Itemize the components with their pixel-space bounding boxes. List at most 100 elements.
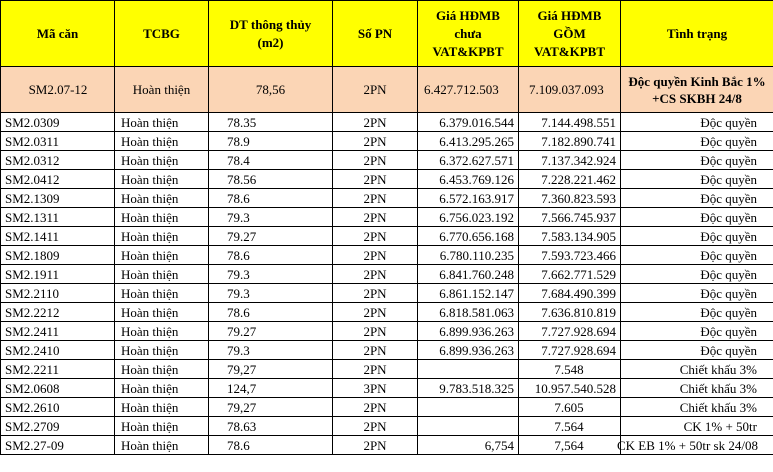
table-row: SM2.2709 Hoàn thiện 78.63 2PN 7.564 CK 1% + 5… <box>0 416 773 436</box>
bedrooms-cell: 2PN <box>332 245 418 265</box>
unit-code-cell: SM2.1311 <box>0 207 115 227</box>
status-cell: Chiết khấu 3% <box>620 397 773 417</box>
price-incl-vat-cell: 7.360.823.593 <box>518 188 621 208</box>
area-cell: 78.35 <box>208 112 333 132</box>
status-cell: CK 1% + 50tr <box>620 416 773 436</box>
table-row: SM2.2610 Hoàn thiện 79,27 2PN 7.605 Chiết khấ… <box>0 397 773 417</box>
table-row: SM2.0312 Hoàn thiện 78.4 2PN 6.372.627.571 7.… <box>0 150 773 170</box>
unit-code-cell: SM2.2709 <box>0 416 115 436</box>
status-cell: Chiết khấu 3% <box>620 359 773 379</box>
unit-code-cell: SM2.2610 <box>0 397 115 417</box>
price-excl-vat-cell: 6.427.712.503 <box>417 66 519 113</box>
table-row: SM2.0311 Hoàn thiện 78.9 2PN 6.413.295.265 7.… <box>0 131 773 151</box>
table-row: SM2.1411 Hoàn thiện 79.27 2PN 6.770.656.168 7… <box>0 226 773 246</box>
price-incl-vat-cell: 7.583.134.905 <box>518 226 621 246</box>
bedrooms-cell: 3PN <box>332 378 418 398</box>
area-cell: 78.56 <box>208 169 333 189</box>
area-cell: 78.6 <box>208 188 333 208</box>
price-excl-vat-cell: 6.453.769.126 <box>417 169 519 189</box>
table-row: SM2.2110 Hoàn thiện 79.3 2PN 6.861.152.147 7.… <box>0 283 773 303</box>
unit-code-cell: SM2.1809 <box>0 245 115 265</box>
area-cell: 78,56 <box>208 66 333 113</box>
bedrooms-cell: 2PN <box>332 359 418 379</box>
unit-code-cell: SM2.07-12 <box>0 66 115 113</box>
unit-code-cell: SM2.1411 <box>0 226 115 246</box>
finish-standard-cell: Hoàn thiện <box>114 397 209 417</box>
bedrooms-cell: 2PN <box>332 435 418 455</box>
bedrooms-cell: 2PN <box>332 302 418 322</box>
unit-code-cell: SM2.0309 <box>0 112 115 132</box>
bedrooms-cell: 2PN <box>332 112 418 132</box>
table-row: SM2.2211 Hoàn thiện 79,27 2PN 7.548 Chiết khấ… <box>0 359 773 379</box>
area-cell: 78.6 <box>208 435 333 455</box>
bedrooms-cell: 2PN <box>332 340 418 360</box>
table-row: SM2.1309 Hoàn thiện 78.6 2PN 6.572.163.917 7.… <box>0 188 773 208</box>
area-cell: 78.63 <box>208 416 333 436</box>
table-row: SM2.2411 Hoàn thiện 79.27 2PN 6.899.936.263 7… <box>0 321 773 341</box>
unit-code-cell: SM2.1309 <box>0 188 115 208</box>
price-excl-vat-cell: 6.818.581.063 <box>417 302 519 322</box>
bedrooms-cell: 2PN <box>332 264 418 284</box>
unit-code-cell: SM2.2410 <box>0 340 115 360</box>
bedrooms-cell: 2PN <box>332 66 418 113</box>
finish-standard-cell: Hoàn thiện <box>114 340 209 360</box>
status-cell: Độc quyền <box>620 207 773 227</box>
table-row: SM2.27-09 Hoàn thiện 78.6 2PN 6,754 7,564 CK E… <box>0 435 773 455</box>
finish-standard-cell: Hoàn thiện <box>114 245 209 265</box>
status-cell: Độc quyền <box>620 302 773 322</box>
status-cell: Độc quyền <box>620 169 773 189</box>
header-finish-standard: TCBG <box>114 0 209 67</box>
status-cell: Độc quyền <box>620 112 773 132</box>
price-incl-vat-cell: 7.109.037.093 <box>518 66 621 113</box>
unit-code-cell: SM2.2411 <box>0 321 115 341</box>
bedrooms-cell: 2PN <box>332 283 418 303</box>
finish-standard-cell: Hoàn thiện <box>114 169 209 189</box>
price-excl-vat-cell: 6.861.152.147 <box>417 283 519 303</box>
price-incl-vat-cell: 7.727.928.694 <box>518 340 621 360</box>
price-excl-vat-cell: 6.899.936.263 <box>417 321 519 341</box>
table-row: SM2.1311 Hoàn thiện 79.3 2PN 6.756.023.192 7.… <box>0 207 773 227</box>
status-text: CK EB 1% + 50tr sk 24/08 <box>617 437 758 453</box>
header-bedrooms: Số PN <box>332 0 418 67</box>
status-cell: Độc quyền <box>620 264 773 284</box>
area-cell: 78.9 <box>208 131 333 151</box>
price-excl-vat-cell <box>417 416 519 436</box>
area-cell: 79.3 <box>208 264 333 284</box>
unit-code-cell: SM2.27-09 <box>0 435 115 455</box>
area-cell: 79.27 <box>208 321 333 341</box>
price-excl-vat-cell: 6.899.936.263 <box>417 340 519 360</box>
price-excl-vat-cell: 6.372.627.571 <box>417 150 519 170</box>
price-incl-vat-cell: 10.957.540.528 <box>518 378 621 398</box>
finish-standard-cell: Hoàn thiện <box>114 283 209 303</box>
price-incl-vat-cell: 7.727.928.694 <box>518 321 621 341</box>
price-incl-vat-cell: 7.684.490.399 <box>518 283 621 303</box>
table-row: SM2.0412 Hoàn thiện 78.56 2PN 6.453.769.126 7… <box>0 169 773 189</box>
price-incl-vat-cell: 7.548 <box>518 359 621 379</box>
status-cell: Độc quyền Kinh Bắc 1% +CS SKBH 24/8 <box>620 66 773 113</box>
finish-standard-cell: Hoàn thiện <box>114 112 209 132</box>
unit-code-cell: SM2.0312 <box>0 150 115 170</box>
status-cell: Độc quyền <box>620 340 773 360</box>
area-cell: 79,27 <box>208 359 333 379</box>
bedrooms-cell: 2PN <box>332 321 418 341</box>
status-cell: Độc quyền <box>620 188 773 208</box>
table-row: SM2.1911 Hoàn thiện 79.3 2PN 6.841.760.248 7.… <box>0 264 773 284</box>
price-incl-vat-cell: 7.144.498.551 <box>518 112 621 132</box>
finish-standard-cell: Hoàn thiện <box>114 131 209 151</box>
bedrooms-cell: 2PN <box>332 131 418 151</box>
finish-standard-cell: Hoàn thiện <box>114 435 209 455</box>
status-cell: Độc quyền <box>620 245 773 265</box>
price-excl-vat-cell: 6.756.023.192 <box>417 207 519 227</box>
area-cell: 78.6 <box>208 245 333 265</box>
price-incl-vat-cell: 7.662.771.529 <box>518 264 621 284</box>
table-row: SM2.2212 Hoàn thiện 78.6 2PN 6.818.581.063 7.… <box>0 302 773 322</box>
area-cell: 79.3 <box>208 283 333 303</box>
price-incl-vat-cell: 7.636.810.819 <box>518 302 621 322</box>
header-status: Tình trạng <box>620 0 773 67</box>
price-excl-vat-cell <box>417 397 519 417</box>
area-cell: 79.27 <box>208 226 333 246</box>
unit-code-cell: SM2.2110 <box>0 283 115 303</box>
unit-code-cell: SM2.1911 <box>0 264 115 284</box>
area-cell: 79,27 <box>208 397 333 417</box>
price-excl-vat-cell: 6.413.295.265 <box>417 131 519 151</box>
